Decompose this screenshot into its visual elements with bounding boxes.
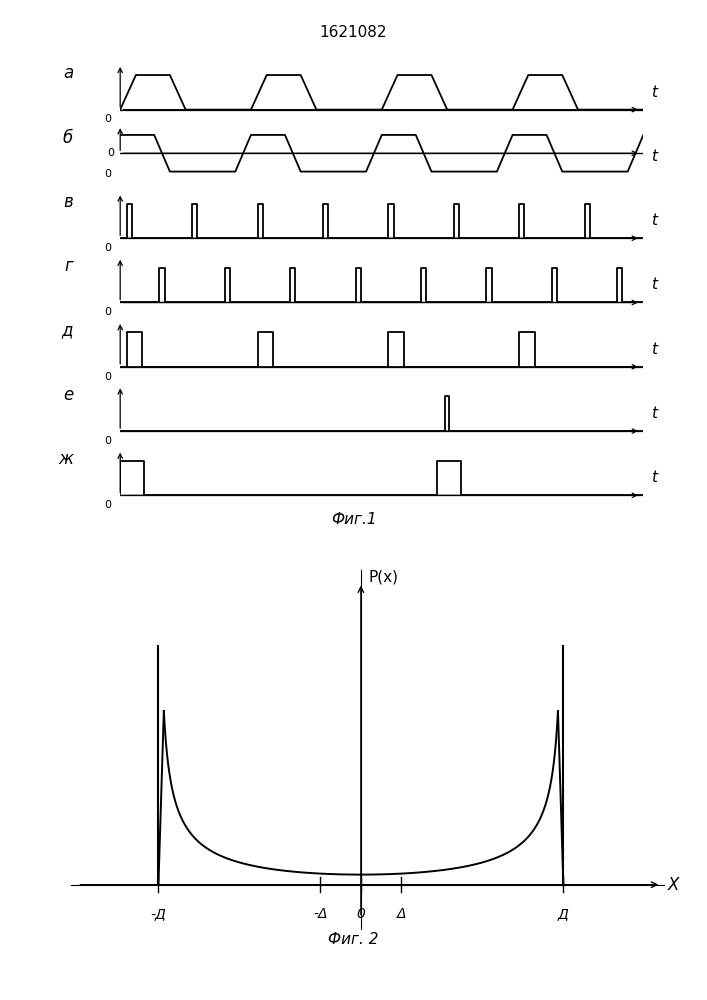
Text: в: в	[64, 193, 73, 211]
Text: 0: 0	[104, 500, 111, 510]
Text: 0: 0	[104, 436, 111, 446]
Text: t: t	[651, 213, 658, 228]
Text: Фиг. 2: Фиг. 2	[328, 932, 379, 947]
Text: -Д: -Д	[151, 907, 166, 921]
Text: ж: ж	[58, 450, 73, 468]
Text: t: t	[651, 470, 658, 485]
Text: 0: 0	[104, 372, 111, 382]
Text: 0: 0	[356, 907, 366, 921]
Text: T: T	[446, 451, 454, 464]
Text: P(x): P(x)	[369, 570, 399, 585]
Text: X: X	[668, 876, 679, 894]
Text: 1621082: 1621082	[320, 25, 387, 40]
Text: 0: 0	[104, 307, 111, 317]
Text: г: г	[64, 257, 73, 275]
Text: t: t	[651, 85, 658, 100]
Text: е: е	[63, 386, 73, 404]
Text: 0: 0	[104, 169, 111, 179]
Text: t: t	[651, 149, 658, 164]
Text: t: t	[651, 277, 658, 292]
Text: 0: 0	[107, 148, 115, 158]
Text: д: д	[62, 322, 73, 340]
Text: 0: 0	[104, 243, 111, 253]
Text: Δ: Δ	[397, 907, 406, 921]
Text: Д: Д	[558, 907, 569, 921]
Text: Фиг.1: Фиг.1	[331, 512, 376, 527]
Text: t: t	[651, 342, 658, 357]
Text: -Δ: -Δ	[313, 907, 327, 921]
Text: 0: 0	[104, 114, 111, 124]
Text: б: б	[63, 129, 73, 147]
Text: t: t	[651, 406, 658, 421]
Text: а: а	[63, 64, 73, 82]
